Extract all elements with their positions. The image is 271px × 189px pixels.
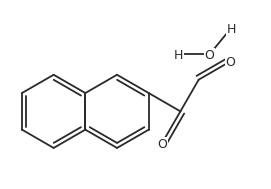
Text: H: H [227,23,236,36]
Text: O: O [225,56,235,69]
Text: O: O [205,49,215,62]
Text: H: H [174,49,183,62]
Text: O: O [157,138,167,151]
